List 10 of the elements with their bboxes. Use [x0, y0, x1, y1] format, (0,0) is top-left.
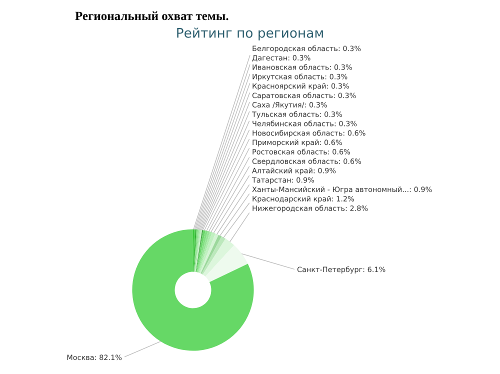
donut-slice	[198, 232, 216, 274]
chart-title: Региональный охват темы.	[75, 11, 228, 20]
donut-slice	[205, 245, 248, 282]
donut-slice	[132, 229, 254, 351]
donut-slice	[200, 234, 222, 274]
donut-slice	[202, 236, 226, 275]
donut-slice	[200, 233, 219, 274]
donut-slice	[202, 238, 234, 277]
chart-subtitle: Рейтинг по регионам	[177, 28, 323, 40]
donut-slice	[198, 232, 212, 273]
